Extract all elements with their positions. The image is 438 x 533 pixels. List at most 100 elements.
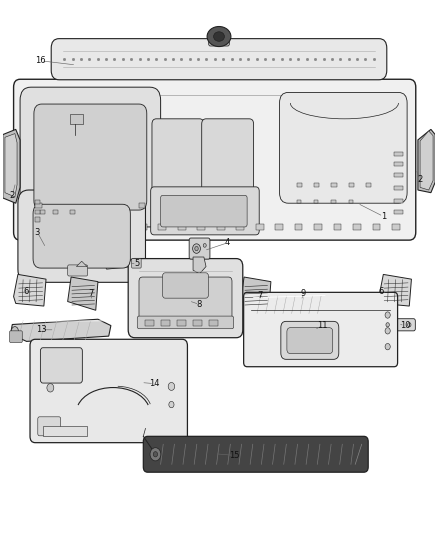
Bar xyxy=(295,224,303,230)
Bar xyxy=(236,224,244,230)
FancyBboxPatch shape xyxy=(20,87,161,227)
Bar xyxy=(81,224,88,230)
Polygon shape xyxy=(249,294,332,315)
Ellipse shape xyxy=(195,246,198,251)
Text: 7: 7 xyxy=(258,291,263,300)
Bar xyxy=(70,209,75,214)
Polygon shape xyxy=(14,274,46,306)
Bar xyxy=(177,320,186,326)
Ellipse shape xyxy=(386,322,389,327)
Bar xyxy=(334,224,341,230)
Bar xyxy=(42,224,49,230)
Ellipse shape xyxy=(150,448,161,461)
Polygon shape xyxy=(379,274,411,306)
FancyBboxPatch shape xyxy=(143,437,368,472)
Ellipse shape xyxy=(407,322,411,327)
Bar xyxy=(394,162,403,166)
Bar xyxy=(394,209,403,214)
FancyBboxPatch shape xyxy=(152,119,204,203)
Bar xyxy=(100,224,108,230)
Bar xyxy=(392,224,400,230)
Bar xyxy=(159,224,166,230)
Text: 13: 13 xyxy=(36,325,47,334)
Polygon shape xyxy=(76,261,87,266)
Bar xyxy=(139,224,147,230)
Bar xyxy=(35,217,40,222)
Ellipse shape xyxy=(385,312,390,318)
FancyBboxPatch shape xyxy=(151,187,259,235)
Text: 14: 14 xyxy=(149,379,159,388)
Bar xyxy=(53,209,58,214)
Bar xyxy=(256,224,264,230)
Text: 8: 8 xyxy=(197,300,202,309)
Text: 1: 1 xyxy=(381,212,386,221)
Ellipse shape xyxy=(169,401,174,408)
FancyBboxPatch shape xyxy=(51,39,387,80)
Ellipse shape xyxy=(171,288,176,293)
Bar xyxy=(120,224,127,230)
Bar xyxy=(394,173,403,177)
Text: 5: 5 xyxy=(134,259,139,268)
Polygon shape xyxy=(67,277,98,310)
Bar xyxy=(162,320,170,326)
Text: 2: 2 xyxy=(417,175,423,184)
FancyBboxPatch shape xyxy=(137,316,234,329)
Bar xyxy=(394,186,403,190)
Bar xyxy=(349,199,353,203)
Text: 2: 2 xyxy=(10,191,15,200)
Bar xyxy=(178,224,186,230)
Bar xyxy=(35,200,40,204)
Ellipse shape xyxy=(169,286,178,295)
Ellipse shape xyxy=(47,384,54,392)
Text: 4: 4 xyxy=(225,238,230,247)
FancyBboxPatch shape xyxy=(381,319,415,331)
FancyBboxPatch shape xyxy=(132,259,141,268)
FancyBboxPatch shape xyxy=(202,119,254,203)
Polygon shape xyxy=(154,272,178,294)
FancyBboxPatch shape xyxy=(189,238,210,259)
Polygon shape xyxy=(5,134,17,197)
Ellipse shape xyxy=(385,328,390,334)
Polygon shape xyxy=(11,319,111,342)
Text: 10: 10 xyxy=(400,321,410,330)
Bar xyxy=(372,224,380,230)
Ellipse shape xyxy=(203,244,206,247)
Polygon shape xyxy=(104,261,138,269)
Bar xyxy=(275,224,283,230)
Bar xyxy=(35,209,40,214)
Bar xyxy=(349,183,354,188)
Bar xyxy=(297,199,301,203)
Polygon shape xyxy=(420,131,433,190)
Bar xyxy=(61,224,69,230)
Bar xyxy=(70,114,83,124)
Bar xyxy=(394,199,403,203)
FancyBboxPatch shape xyxy=(68,265,88,276)
Bar xyxy=(314,224,322,230)
Polygon shape xyxy=(193,257,206,274)
Ellipse shape xyxy=(168,383,175,390)
Ellipse shape xyxy=(214,32,224,41)
Text: 16: 16 xyxy=(35,56,46,66)
FancyBboxPatch shape xyxy=(38,417,61,436)
FancyBboxPatch shape xyxy=(128,259,243,338)
FancyBboxPatch shape xyxy=(33,204,131,268)
Ellipse shape xyxy=(193,244,201,253)
Bar xyxy=(353,224,361,230)
Polygon shape xyxy=(418,130,435,192)
FancyBboxPatch shape xyxy=(40,348,82,383)
Ellipse shape xyxy=(153,451,158,457)
Bar xyxy=(394,151,403,156)
Bar xyxy=(35,203,42,208)
FancyBboxPatch shape xyxy=(14,79,416,240)
Ellipse shape xyxy=(207,27,231,46)
FancyBboxPatch shape xyxy=(161,195,247,227)
Bar xyxy=(42,426,87,437)
FancyBboxPatch shape xyxy=(139,277,232,324)
Text: 15: 15 xyxy=(229,451,240,460)
Bar xyxy=(139,203,145,208)
FancyBboxPatch shape xyxy=(30,340,187,443)
Bar xyxy=(314,183,319,188)
Bar xyxy=(314,199,318,203)
FancyBboxPatch shape xyxy=(162,273,208,298)
Bar xyxy=(209,320,218,326)
